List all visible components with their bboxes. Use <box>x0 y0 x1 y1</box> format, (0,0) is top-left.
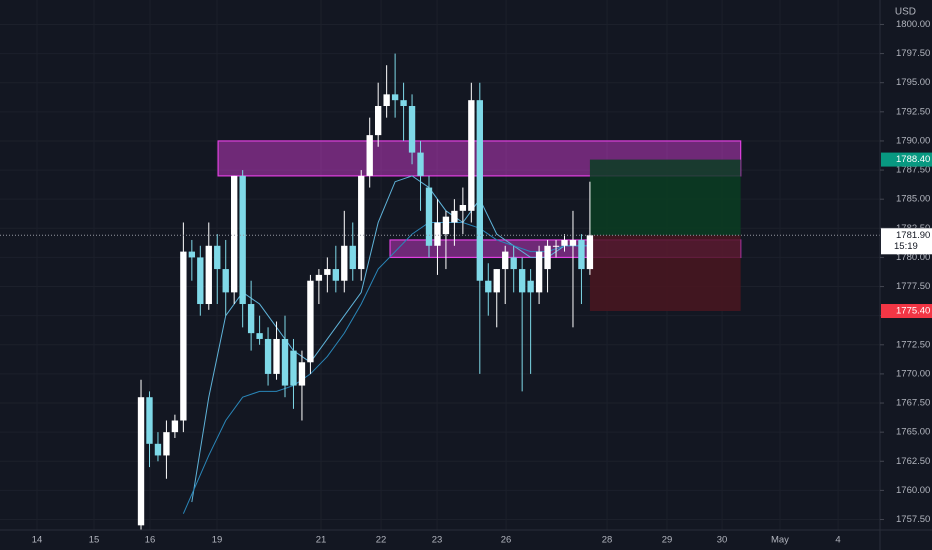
candle-body <box>374 106 382 136</box>
x-tick-label: 28 <box>602 535 613 546</box>
candle-body <box>205 245 212 305</box>
candle-body <box>417 152 424 176</box>
candle-body <box>290 350 297 386</box>
candle-body <box>188 251 196 258</box>
candle-body <box>332 269 339 281</box>
candle-body <box>518 269 526 293</box>
candle-body <box>493 269 500 293</box>
moving-average <box>182 221 590 514</box>
y-tick-label: 1762.50 <box>896 456 930 467</box>
y-tick-label: 1777.50 <box>896 281 930 292</box>
x-tick-label: 30 <box>717 535 728 546</box>
candle-body <box>569 239 577 246</box>
y-tick-label: 1795.00 <box>896 77 930 88</box>
candle-body <box>358 175 365 270</box>
candle-body <box>425 187 433 246</box>
x-tick-label: 15 <box>89 535 100 546</box>
candle-body <box>154 443 162 456</box>
moving-average <box>191 175 590 503</box>
candle-body <box>451 210 458 223</box>
candle-body <box>222 269 229 293</box>
price-label: 1775.40 <box>896 306 930 317</box>
candle-body <box>180 251 187 421</box>
x-tick-label: 14 <box>32 535 43 546</box>
candle-body <box>459 205 467 211</box>
candle-body <box>383 94 390 106</box>
x-tick-label: 23 <box>432 535 443 546</box>
candle-body <box>264 338 272 374</box>
candle-body <box>307 280 314 363</box>
candle-body <box>552 245 560 247</box>
x-tick-label: 26 <box>501 535 512 546</box>
x-tick-label: 29 <box>662 535 673 546</box>
axes: 1757.50 1760.00 1762.50 1765.00 1767.50 1770.… <box>32 19 932 546</box>
candle-body <box>561 239 568 246</box>
countdown-label: 15:19 <box>894 241 918 252</box>
candle-body <box>476 100 483 281</box>
candle-body <box>502 251 509 270</box>
y-tick-label: 1772.50 <box>896 339 930 350</box>
y-tick-label: 1785.00 <box>896 194 930 205</box>
price-label: 1781.90 <box>896 230 930 241</box>
candle-body <box>442 216 450 235</box>
candle-body <box>315 274 323 281</box>
candle-body <box>146 397 153 444</box>
y-tick-label: 1757.50 <box>896 514 930 525</box>
price-label-bg <box>881 304 932 319</box>
candle-body <box>434 222 441 246</box>
y-tick-label: 1770.00 <box>896 368 930 379</box>
candle-body <box>324 269 331 275</box>
x-tick-label: 22 <box>376 535 387 546</box>
y-tick-label: 1765.00 <box>896 427 930 438</box>
candle-body <box>391 94 399 101</box>
candle-body <box>214 245 221 270</box>
candle-body <box>137 397 145 526</box>
y-tick-label: 1780.00 <box>896 252 930 263</box>
candle-body <box>535 251 543 293</box>
candle-body <box>400 100 407 106</box>
candle-body <box>366 135 373 176</box>
x-tick-label: May <box>771 535 789 546</box>
candle-body <box>341 245 348 281</box>
candle-body <box>485 280 492 293</box>
x-tick-label: 4 <box>835 535 840 546</box>
y-tick-label: 1790.00 <box>896 135 930 146</box>
price-label-bg <box>881 152 932 167</box>
y-tick-label: 1792.50 <box>896 106 930 117</box>
price-label-bg <box>881 228 932 255</box>
stop-zone <box>589 235 741 312</box>
candle-body <box>163 432 170 456</box>
plot-area <box>0 53 880 530</box>
candle-body <box>527 280 534 293</box>
y-tick-label: 1760.00 <box>896 485 930 496</box>
candle-body <box>273 338 280 374</box>
candle-body <box>298 362 306 386</box>
candle-body <box>586 235 594 270</box>
candle-body <box>281 338 289 386</box>
x-tick-label: 16 <box>145 535 156 546</box>
candle-body <box>349 245 356 270</box>
y-tick-label: 1767.50 <box>896 398 930 409</box>
currency-label: USD <box>895 7 916 18</box>
candle-body <box>231 175 238 293</box>
candle-body <box>578 239 585 270</box>
y-tick-label: 1800.00 <box>896 19 930 30</box>
x-tick-label: 19 <box>212 535 223 546</box>
candle-body <box>171 420 179 433</box>
x-tick-label: 21 <box>316 535 327 546</box>
candle-body <box>239 175 246 305</box>
candle-body <box>510 257 517 270</box>
y-tick-label: 1787.50 <box>896 165 930 176</box>
candle-body <box>247 304 255 334</box>
candle-body <box>197 257 204 305</box>
candle-body <box>408 106 416 153</box>
candle-body <box>256 333 263 339</box>
price-label: 1788.40 <box>896 154 930 165</box>
candle-body <box>468 100 475 211</box>
target-zone <box>589 159 741 236</box>
candle-body <box>544 245 551 270</box>
y-tick-label: 1797.50 <box>896 48 930 59</box>
